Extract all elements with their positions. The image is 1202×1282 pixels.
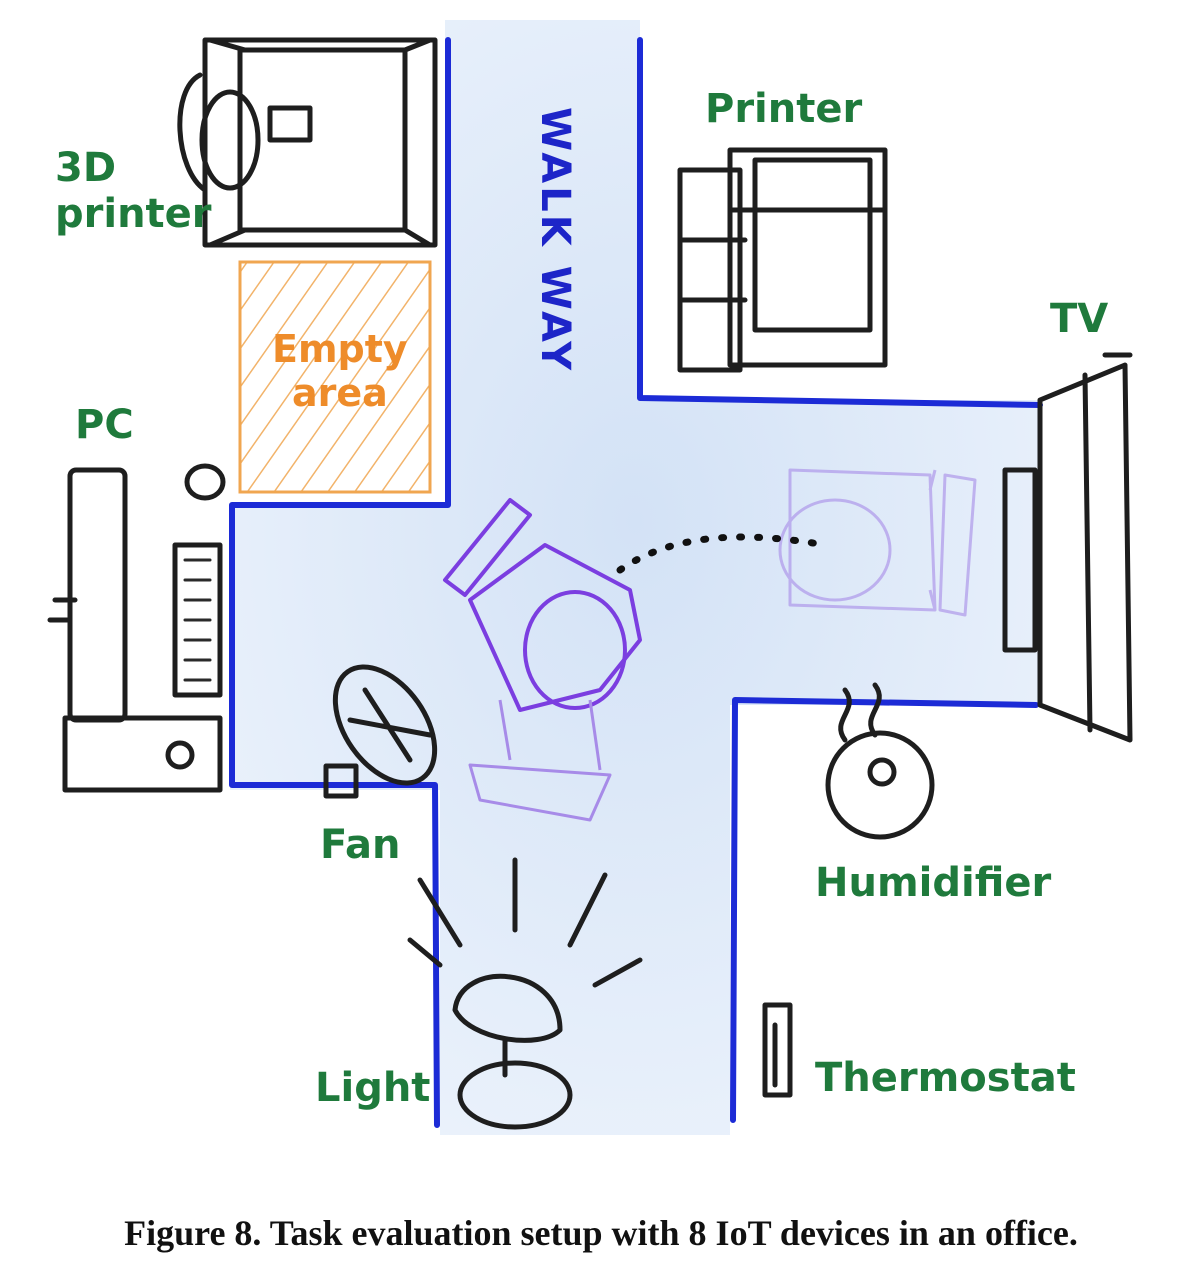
figure-caption: Figure 8. Task evaluation setup with 8 I… [124,1213,1078,1253]
fan-label: Fan [320,822,401,868]
office-layout-diagram: 3D printer Printer TV PC Empty area WALK… [47,20,1133,1135]
tv-icon [1002,352,1133,743]
user-movement-path [616,533,829,574]
printer-label: Printer [705,86,863,132]
walk-way-label: WALK WAY [532,106,578,374]
humidifier-icon [825,682,935,840]
light-icon [407,857,643,1130]
office-floor-plan [47,20,1133,1135]
pc-icon [47,463,226,793]
thermostat-label: Thermostat [815,1055,1076,1101]
wall-upper-right [637,37,1043,408]
wall-lower-right [730,697,1039,1123]
thermostat-icon [762,1002,793,1098]
user-avatar [443,498,642,822]
3d-printer-label: 3D printer [55,145,212,237]
tv-label: TV [1050,296,1109,342]
empty-area-hatch [240,262,430,492]
wall-upper-left [229,37,451,1128]
user-ghost-tv-position [778,468,977,617]
fan-icon [323,664,438,799]
3d-printer-icon [177,37,438,248]
pc-label: PC [75,402,134,448]
humidifier-label: Humidifier [815,860,1052,906]
light-label: Light [315,1065,431,1111]
walkway-floor [230,20,1040,1135]
printer-icon [677,147,888,373]
empty-area-label: Empty area [272,327,408,415]
